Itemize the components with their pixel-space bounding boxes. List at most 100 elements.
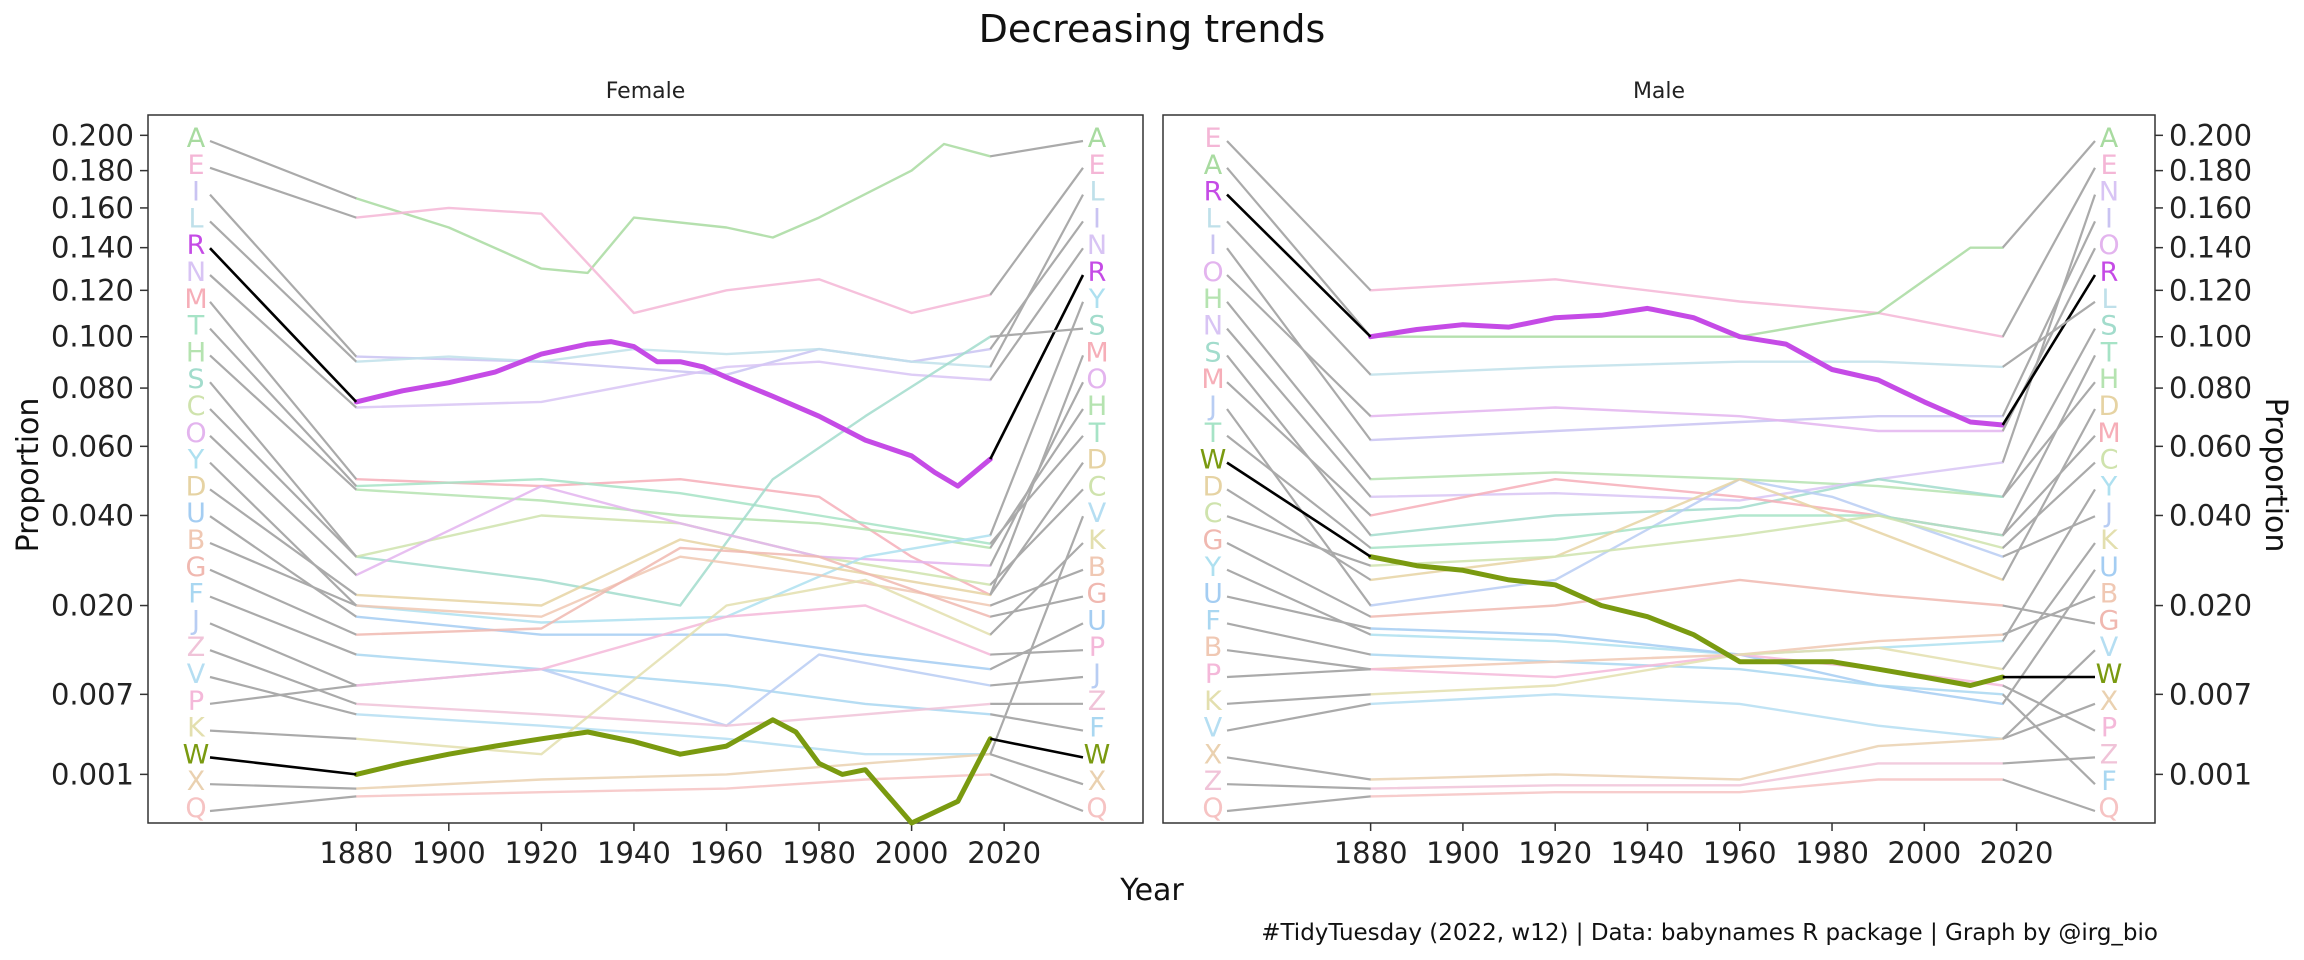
start-label-d: D <box>186 471 207 502</box>
series-line-d <box>1369 478 2004 582</box>
start-connector-p <box>1226 668 1371 679</box>
panel-frame <box>147 114 1144 824</box>
series-line-o <box>1369 406 2004 433</box>
end-label-c: C <box>1088 471 1107 502</box>
start-connector-n <box>1226 327 1372 498</box>
start-connector-p <box>209 684 357 705</box>
start-label-c: C <box>187 391 206 422</box>
y-tick-label: 0.140 <box>51 231 134 265</box>
start-connector-e <box>209 166 357 219</box>
series-line-w <box>1368 554 2006 688</box>
series-line-n <box>1369 461 2004 502</box>
x-tick-label: 1960 <box>690 836 764 870</box>
end-label-t: T <box>1088 418 1106 449</box>
end-connector-y <box>989 301 1085 536</box>
y-tick-label: 0.180 <box>51 154 134 188</box>
series-line-a <box>355 142 992 275</box>
start-connector-l <box>209 220 358 363</box>
end-label-c: C <box>2100 445 2119 476</box>
series-line-k <box>355 578 992 756</box>
end-connector-u <box>989 622 1084 671</box>
end-label-b: B <box>1088 552 1107 583</box>
end-label-g: G <box>1087 579 1108 610</box>
series-line-x <box>355 753 992 790</box>
start-connector-k <box>1226 693 1371 705</box>
y-tick-label: 0.160 <box>51 191 134 225</box>
end-connector-r <box>2001 274 2097 426</box>
start-label-d: D <box>1203 471 1224 502</box>
start-connector-o <box>1226 274 1372 417</box>
y-tick-label: 0.180 <box>2169 154 2252 188</box>
end-connector-y <box>2001 488 2096 642</box>
start-label-n: N <box>1203 311 1223 342</box>
end-label-n: N <box>2099 177 2119 208</box>
end-label-f: F <box>2101 766 2117 797</box>
start-label-s: S <box>1204 337 1221 368</box>
y-tick-label: 0.080 <box>51 371 134 405</box>
start-connector-w <box>209 756 357 776</box>
chart-caption: #TidyTuesday (2022, w12) | Data: babynam… <box>1261 920 2158 946</box>
start-label-h: H <box>186 337 206 368</box>
end-connector-f <box>2001 693 2096 785</box>
end-connector-e <box>2001 167 2096 338</box>
end-label-q: Q <box>1086 793 1107 824</box>
series-line-v <box>355 713 992 756</box>
start-connector-q <box>1226 795 1371 813</box>
end-connector-v <box>989 515 1085 755</box>
series-line-g <box>1369 578 2004 618</box>
series-line-o <box>355 484 992 577</box>
end-connector-g <box>990 595 1084 618</box>
end-connector-a <box>990 139 1084 158</box>
end-label-r: R <box>1088 257 1107 288</box>
start-label-i: I <box>1209 230 1217 261</box>
end-label-x: X <box>1088 766 1107 797</box>
end-connector-g <box>2002 604 2096 625</box>
end-label-p: P <box>1089 632 1105 663</box>
end-connector-i <box>989 220 1084 350</box>
series-line-a <box>1369 246 2004 338</box>
y-tick-label: 0.007 <box>51 677 134 711</box>
start-label-r: R <box>1204 177 1223 208</box>
start-connector-j <box>209 622 357 687</box>
start-connector-q <box>209 795 357 813</box>
start-label-f: F <box>188 579 204 610</box>
start-label-l: L <box>188 203 203 234</box>
end-connector-p <box>990 649 1084 656</box>
end-connector-b <box>2002 595 2096 636</box>
end-label-h: H <box>2099 364 2119 395</box>
y-axis-title-right: Proportion <box>2258 398 2293 553</box>
start-label-o: O <box>1202 257 1223 288</box>
series-line-l <box>355 347 992 369</box>
end-connector-v <box>2001 649 2096 740</box>
series-line-k <box>1369 646 2004 696</box>
series-line-n <box>355 360 992 409</box>
start-label-k: K <box>187 713 206 744</box>
start-connector-x <box>1226 756 1371 781</box>
end-connector-t <box>989 435 1084 545</box>
end-connector-q <box>2002 778 2096 813</box>
y-tick-label: 0.200 <box>51 118 134 152</box>
y-tick-label: 0.001 <box>2169 757 2252 791</box>
end-label-i: I <box>1093 203 1101 234</box>
end-label-v: V <box>1088 498 1107 529</box>
series-line-v <box>1369 693 2004 740</box>
end-connector-f <box>990 713 1084 732</box>
start-connector-c <box>1226 515 1371 567</box>
end-label-y: Y <box>1088 284 1106 315</box>
end-connector-l <box>2002 300 2096 368</box>
end-connector-p <box>2002 684 2096 732</box>
end-label-q: Q <box>2098 793 2119 824</box>
end-connector-h <box>2001 381 2096 498</box>
end-connector-i <box>2001 220 2096 417</box>
start-connector-s <box>1226 354 1372 537</box>
start-connector-u <box>1226 595 1371 630</box>
start-label-e: E <box>1204 123 1221 154</box>
start-connector-z <box>1226 783 1371 790</box>
start-connector-v <box>1226 702 1371 732</box>
x-tick-label: 2000 <box>875 836 949 870</box>
end-label-u: U <box>2099 552 2119 583</box>
y-tick-label: 0.160 <box>2169 191 2252 225</box>
end-label-k: K <box>1088 525 1107 556</box>
end-connector-x <box>2002 702 2096 740</box>
